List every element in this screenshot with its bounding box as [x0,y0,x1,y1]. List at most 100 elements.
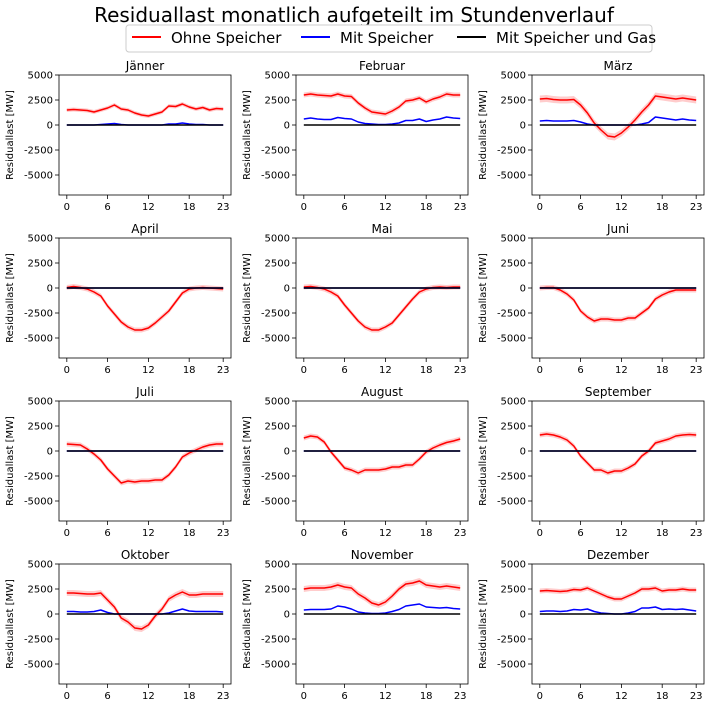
panel-frame [295,400,469,522]
y-tick-label: -5000 [261,497,290,508]
x-tick-label: 23 [690,528,703,539]
panel-background [59,75,231,195]
panel-frame [58,563,232,685]
panel-title: Juni [606,222,629,236]
y-tick-label: 2500 [28,422,53,433]
x-tick-label: 0 [301,691,307,702]
y-tick-label: 0 [284,610,290,621]
panel-background [296,238,468,358]
panel-frame [531,400,705,522]
x-tick-label: 6 [341,202,347,213]
x-tick-label: 12 [379,202,392,213]
y-tick-label: 5000 [501,560,526,571]
x-tick-label: 12 [379,528,392,539]
line-ohne-speicher [66,443,224,484]
y-tick-label: -2500 [497,146,526,157]
x-tick-label: 0 [537,691,543,702]
panel-background [532,238,704,358]
panel-title: November [351,548,413,562]
panel-frame [295,237,469,359]
line-ohne-speicher [303,93,461,115]
x-tick-label: 23 [454,365,467,376]
line-ohne-speicher [66,591,224,630]
y-tick-label: 5000 [501,71,526,82]
x-tick-label: 18 [656,202,669,213]
y-tick-label: -2500 [24,146,53,157]
x-tick-label: 12 [142,528,155,539]
x-tick-label: 23 [690,365,703,376]
y-axis-label: Residuallast [MW] [478,90,489,180]
x-tick-label: 6 [577,528,583,539]
y-tick-label: -5000 [24,171,53,182]
x-tick-label: 12 [142,691,155,702]
panel-title: Dezember [587,548,649,562]
y-tick-label: 2500 [28,96,53,107]
x-tick-label: 6 [104,528,110,539]
y-axis-label: Residuallast [MW] [242,253,253,343]
x-tick-label: 18 [183,365,196,376]
y-tick-label: -5000 [24,660,53,671]
legend-label-mit-speicher-und-gas: Mit Speicher und Gas [496,29,656,47]
x-tick-label: 6 [341,365,347,376]
panel-maerz: März Residuallast [MW] 5000 2500 0 -2500 -5000… [478,59,705,213]
x-tick-label: 18 [656,528,669,539]
y-axis-label: Residuallast [MW] [5,579,16,669]
panel-frame [531,74,705,196]
x-tick-label: 6 [104,365,110,376]
panel-background [59,238,231,358]
x-tick-label: 23 [217,528,230,539]
y-tick-label: -5000 [497,660,526,671]
x-tick-label: 18 [183,202,196,213]
y-tick-label: -2500 [261,472,290,483]
band-ohne-speicher [66,589,224,632]
y-tick-label: 5000 [28,71,53,82]
line-ohne-speicher [539,587,697,600]
panel-background [296,564,468,684]
x-tick-label: 0 [64,528,70,539]
x-tick-label: 23 [690,691,703,702]
x-tick-label: 0 [301,365,307,376]
panel-title: Mai [371,222,392,236]
y-tick-label: -5000 [261,334,290,345]
x-tick-label: 23 [454,528,467,539]
y-tick-label: -2500 [497,635,526,646]
panel-frame [58,400,232,522]
y-tick-label: 5000 [265,397,290,408]
x-tick-label: 18 [420,528,433,539]
y-tick-label: 2500 [265,96,290,107]
x-tick-label: 0 [301,202,307,213]
y-tick-label: 2500 [501,422,526,433]
y-tick-label: -5000 [261,171,290,182]
legend-label-ohne-speicher: Ohne Speicher [171,29,282,47]
y-axis-label: Residuallast [MW] [5,416,16,506]
legend-frame [125,24,653,53]
y-tick-label: 2500 [265,422,290,433]
panel-frame [531,237,705,359]
y-axis-label: Residuallast [MW] [478,416,489,506]
y-tick-label: -2500 [24,309,53,320]
y-axis-label: Residuallast [MW] [478,579,489,669]
panel-april: April Residuallast [MW] 5000 2500 0 -2500 -500… [5,222,232,376]
x-tick-label: 23 [690,202,703,213]
panel-title: August [361,385,403,399]
y-tick-label: -2500 [24,635,53,646]
legend: Ohne Speicher Mit Speicher Mit Speicher … [125,24,656,53]
x-tick-label: 12 [379,365,392,376]
panels: Jänner Residuallast [MW] 5000 2500 0 -2500 -50… [5,59,705,702]
y-tick-label: 5000 [501,234,526,245]
panel-background [59,564,231,684]
band-ohne-speicher [66,102,224,118]
panel-september: September Residuallast [MW] 5000 2500 0 -2500… [478,385,705,539]
x-tick-label: 6 [341,691,347,702]
panel-dezember: Dezember Residuallast [MW] 5000 2500 0 -2500 -… [478,548,705,702]
y-tick-label: -5000 [24,334,53,345]
y-tick-label: 5000 [28,560,53,571]
panel-jaenner: Jänner Residuallast [MW] 5000 2500 0 -2500 -50… [5,59,232,213]
x-tick-label: 6 [104,202,110,213]
y-axis-label: Residuallast [MW] [5,253,16,343]
x-tick-label: 0 [537,528,543,539]
x-tick-label: 18 [420,691,433,702]
y-tick-label: 5000 [28,234,53,245]
y-tick-label: 2500 [501,96,526,107]
